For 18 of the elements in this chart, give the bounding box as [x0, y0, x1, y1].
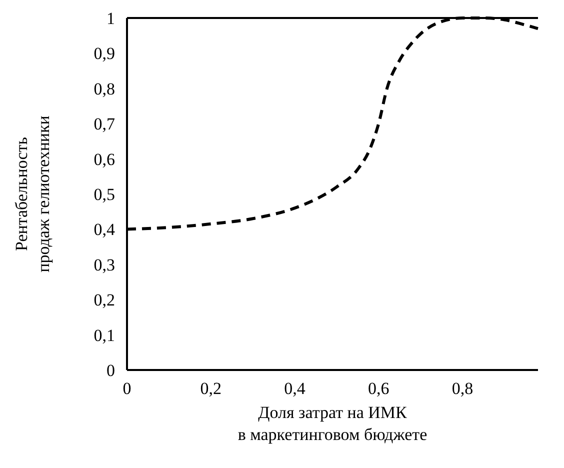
y-tick-label: 0	[106, 361, 115, 380]
y-tick-label: 0,2	[94, 290, 115, 310]
y-tick-label: 0,5	[94, 185, 115, 204]
x-tick-label: 0,8	[452, 379, 474, 398]
y-tick-label: 1	[106, 9, 115, 28]
y-tick-label: 0,8	[94, 79, 115, 98]
x-tick-label: 0,6	[368, 379, 390, 398]
x-axis-title: Доля затрат на ИМК в маркетинговом бюджете	[238, 403, 428, 444]
y-tick-label: 0,4	[94, 220, 116, 240]
x-tick-label: 0,2	[200, 379, 222, 398]
y-tick-label: 0,3	[94, 255, 115, 274]
x-tick-label: 0,4	[284, 379, 306, 398]
y-tick-label: 0,7	[94, 114, 116, 134]
y-tick-label: 0,6	[94, 150, 115, 169]
x-tick-label: 0	[122, 379, 132, 398]
y-axis-title: Рентабельность продаж гелиотехники	[12, 116, 53, 272]
y-tick-label: 0,1	[94, 326, 115, 345]
y-tick-label: 0,9	[94, 44, 115, 64]
